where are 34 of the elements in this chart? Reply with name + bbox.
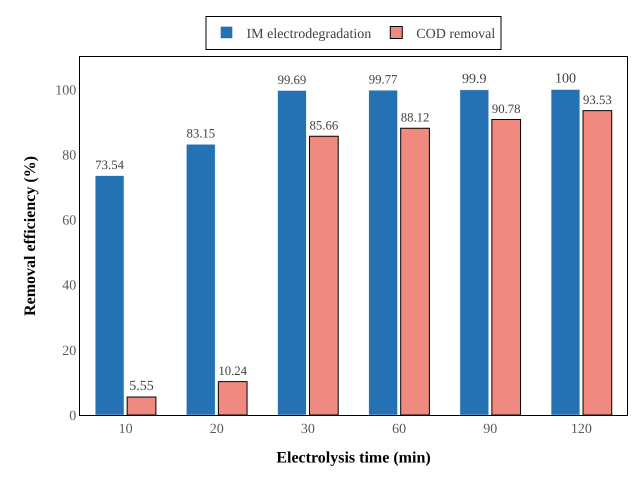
data-label: 10.24 [218, 364, 248, 378]
data-label: 83.15 [186, 126, 216, 141]
y-tick-label: 40 [62, 278, 76, 294]
data-label: 5.55 [129, 378, 154, 394]
legend-label: IM electrodegradation [246, 26, 372, 42]
bar [95, 175, 124, 415]
bar [460, 90, 489, 415]
data-label: 100 [554, 72, 576, 87]
bar [277, 90, 307, 415]
y-tick-label: 0 [69, 408, 76, 424]
x-tick-label: 60 [392, 422, 406, 437]
data-label: 88.12 [400, 110, 430, 125]
x-tick-label: 20 [210, 422, 224, 437]
legend-label: COD removal [416, 26, 496, 42]
x-tick-label: 90 [483, 422, 498, 437]
bar [368, 90, 398, 415]
bar [550, 89, 580, 415]
data-label: 99.69 [278, 72, 306, 87]
data-label: 93.53 [583, 92, 612, 107]
y-axis-title: Removal efficiency (%) [22, 156, 40, 316]
data-label: 73.54 [95, 158, 125, 172]
y-tick-label: 60 [62, 214, 76, 229]
data-label: 90.78 [492, 102, 521, 116]
x-axis-title: Electrolysis time (min) [276, 450, 431, 466]
y-tick-label: 100 [55, 83, 76, 98]
data-label: 85.66 [310, 118, 338, 133]
data-label: 99.77 [368, 72, 398, 87]
data-label: 99.9 [462, 72, 487, 87]
x-tick-label: 30 [300, 422, 315, 437]
bar [186, 144, 216, 415]
x-tick-label: 120 [570, 422, 592, 437]
y-tick-label: 80 [62, 148, 76, 164]
y-tick-label: 20 [62, 344, 76, 359]
x-tick-label: 10 [118, 422, 133, 437]
